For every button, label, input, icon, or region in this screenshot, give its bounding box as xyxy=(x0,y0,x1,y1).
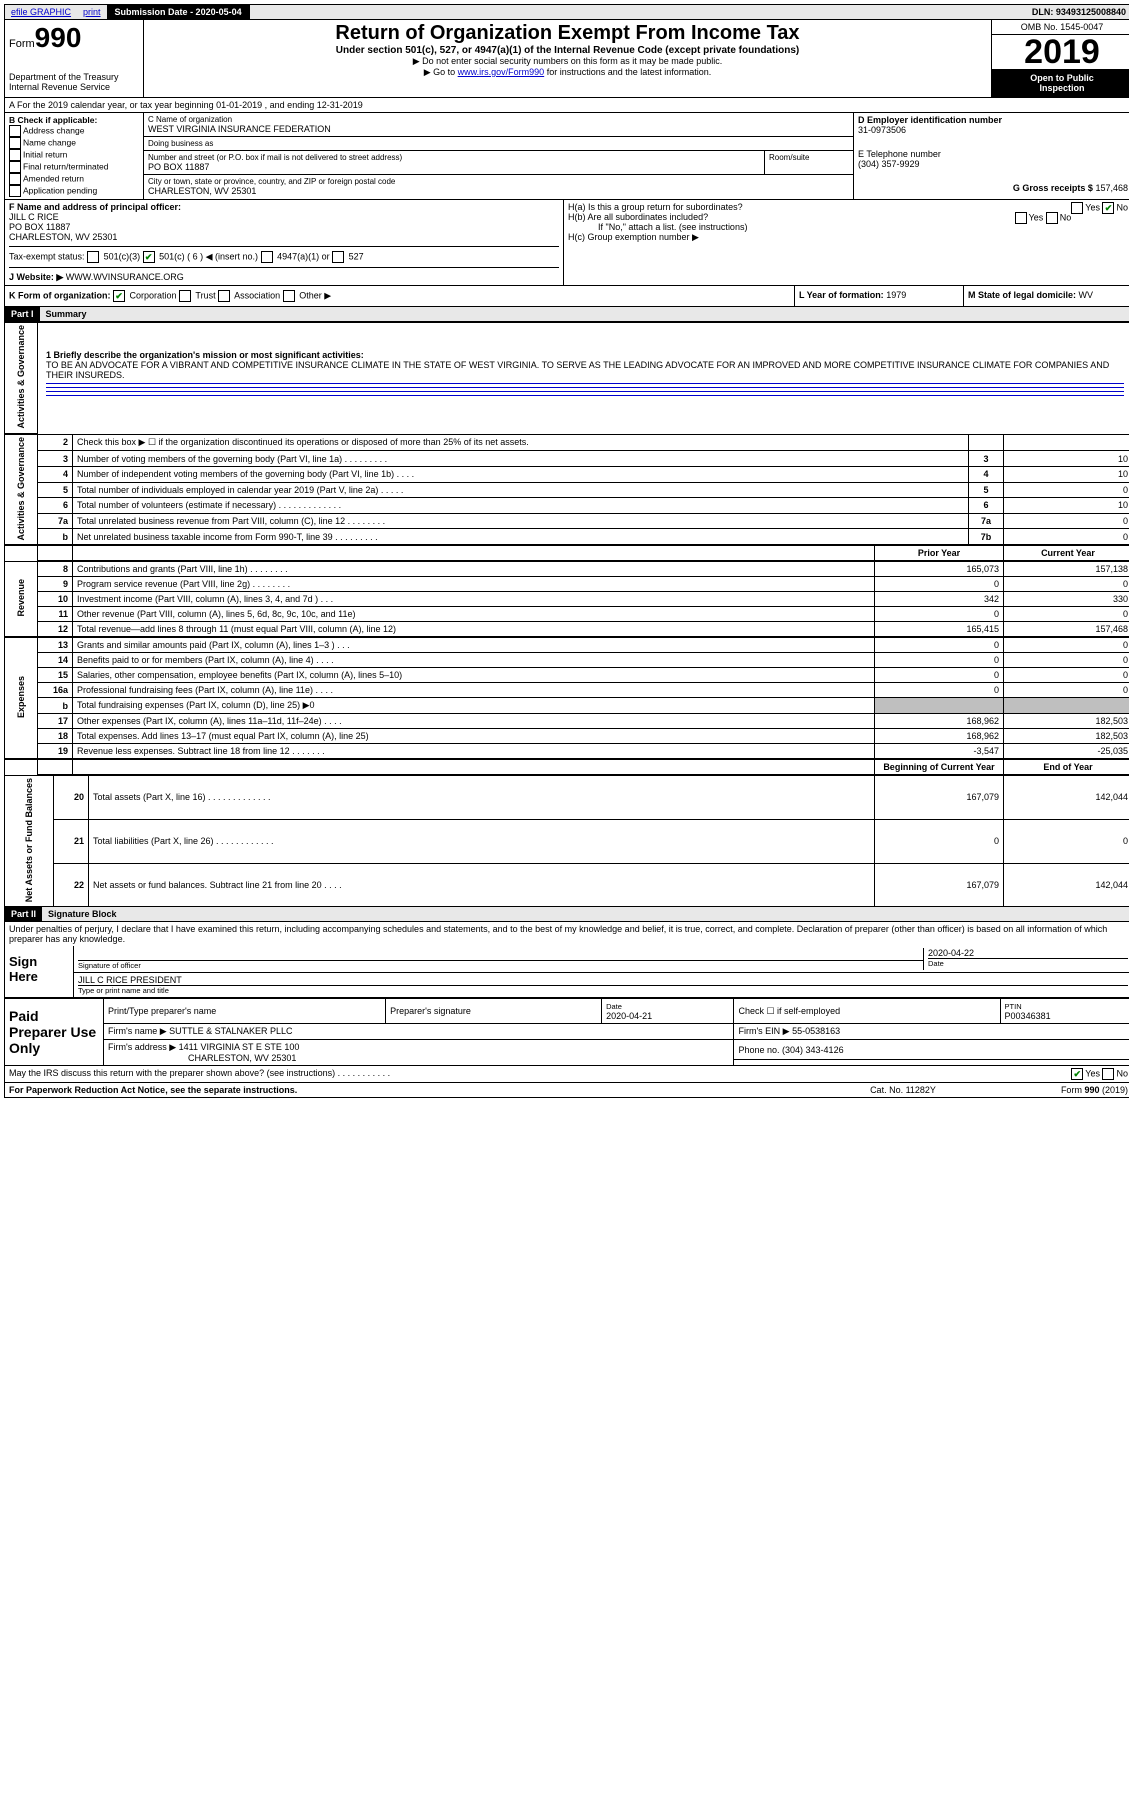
cb-corp[interactable]: ✔ xyxy=(113,290,125,302)
cb-hb-no[interactable] xyxy=(1046,212,1058,224)
page-footer: For Paperwork Reduction Act Notice, see … xyxy=(4,1083,1129,1098)
signature-block: Under penalties of perjury, I declare th… xyxy=(4,922,1129,998)
cb-hb-yes[interactable] xyxy=(1015,212,1027,224)
firm-addr2: CHARLESTON, WV 25301 xyxy=(108,1053,296,1063)
officer-name: JILL C RICE xyxy=(9,212,559,222)
form-subtitle: Under section 501(c), 527, or 4947(a)(1)… xyxy=(148,45,987,56)
section-b: B Check if applicable: Address change Na… xyxy=(5,113,144,199)
cb-name-change[interactable] xyxy=(9,137,21,149)
cb-501c[interactable]: ✔ xyxy=(143,251,155,263)
cb-discuss-yes[interactable]: ✔ xyxy=(1071,1068,1083,1080)
officer-print-name: JILL C RICE PRESIDENT xyxy=(78,975,1128,985)
revenue-lines: Revenue8Contributions and grants (Part V… xyxy=(4,561,1129,637)
net-lines: Net Assets or Fund Balances20Total asset… xyxy=(4,775,1129,907)
print-link[interactable]: print xyxy=(77,5,107,19)
sig-declaration: Under penalties of perjury, I declare th… xyxy=(5,922,1129,946)
discuss-line: May the IRS discuss this return with the… xyxy=(4,1066,1129,1083)
cb-address-change[interactable] xyxy=(9,125,21,137)
summary-table: Activities & Governance 1 Briefly descri… xyxy=(4,322,1129,434)
submission-date: Submission Date - 2020-05-04 xyxy=(107,5,250,19)
cb-app-pending[interactable] xyxy=(9,185,21,197)
section-klm: K Form of organization: ✔ Corporation Tr… xyxy=(4,286,1129,307)
expense-lines: Expenses13Grants and similar amounts pai… xyxy=(4,637,1129,759)
cb-assoc[interactable] xyxy=(218,290,230,302)
preparer-table: Paid Preparer Use Only Print/Type prepar… xyxy=(4,998,1129,1066)
cb-other[interactable] xyxy=(283,290,295,302)
website: WWW.WVINSURANCE.ORG xyxy=(66,272,184,282)
firm-addr1: 1411 VIRGINIA ST E STE 100 xyxy=(179,1042,300,1052)
cb-initial-return[interactable] xyxy=(9,149,21,161)
top-bar: efile GRAPHIC print Submission Date - 20… xyxy=(4,4,1129,20)
cb-527[interactable] xyxy=(332,251,344,263)
prep-date: 2020-04-21 xyxy=(606,1011,652,1021)
firm-ein: 55-0538163 xyxy=(792,1026,840,1036)
form-number: Form990 xyxy=(9,22,139,54)
dept-label: Department of the Treasury Internal Reve… xyxy=(9,72,139,92)
revenue-header: Prior Year Current Year xyxy=(4,545,1129,561)
open-inspection: Open to Public Inspection xyxy=(992,69,1129,97)
domicile-state: WV xyxy=(1079,290,1094,300)
paid-preparer-label: Paid Preparer Use Only xyxy=(5,999,104,1066)
warn-link: ▶ Go to www.irs.gov/Form990 for instruct… xyxy=(148,67,987,78)
section-c: C Name of organization WEST VIRGINIA INS… xyxy=(144,113,854,199)
section-bcdeg: B Check if applicable: Address change Na… xyxy=(4,113,1129,200)
section-fh: F Name and address of principal officer:… xyxy=(4,200,1129,286)
efile-link[interactable]: efile GRAPHIC xyxy=(5,5,77,19)
year-formation: 1979 xyxy=(886,290,906,300)
ein: 31-0973506 xyxy=(858,125,1128,135)
gross-receipts: 157,468 xyxy=(1095,183,1128,193)
part2-header: Part IISignature Block xyxy=(4,907,1129,922)
side-governance: Activities & Governance xyxy=(16,325,26,429)
city-state-zip: CHARLESTON, WV 25301 xyxy=(148,186,849,196)
cb-final-return[interactable] xyxy=(9,161,21,173)
street-address: PO BOX 11887 xyxy=(148,162,760,172)
ptin: P00346381 xyxy=(1005,1011,1051,1021)
form-header: Form990 Department of the Treasury Inter… xyxy=(4,20,1129,98)
cb-amended[interactable] xyxy=(9,173,21,185)
tax-year: 2019 xyxy=(992,35,1129,69)
form-title: Return of Organization Exempt From Incom… xyxy=(148,22,987,45)
dln: DLN: 93493125008840 xyxy=(1026,5,1129,19)
part1-header: Part ISummary xyxy=(4,307,1129,322)
sig-date: 2020-04-22 xyxy=(928,948,1128,958)
governance-lines: Activities & Governance2Check this box ▶… xyxy=(4,434,1129,546)
section-deg: D Employer identification number 31-0973… xyxy=(854,113,1129,199)
org-name: WEST VIRGINIA INSURANCE FEDERATION xyxy=(148,124,849,134)
firm-name: SUTTLE & STALNAKER PLLC xyxy=(169,1026,292,1036)
irs-link[interactable]: www.irs.gov/Form990 xyxy=(458,67,545,77)
sign-here-label: Sign Here xyxy=(5,946,74,997)
net-header: Beginning of Current Year End of Year xyxy=(4,759,1129,775)
cb-501c3[interactable] xyxy=(87,251,99,263)
firm-phone: (304) 343-4126 xyxy=(782,1045,844,1055)
line-a: A For the 2019 calendar year, or tax yea… xyxy=(4,98,1129,113)
cb-ha-no[interactable]: ✔ xyxy=(1102,202,1114,214)
cb-4947[interactable] xyxy=(261,251,273,263)
cb-discuss-no[interactable] xyxy=(1102,1068,1114,1080)
mission-text: TO BE AN ADVOCATE FOR A VIBRANT AND COMP… xyxy=(46,360,1109,380)
cb-trust[interactable] xyxy=(179,290,191,302)
cb-ha-yes[interactable] xyxy=(1071,202,1083,214)
warn-ssn: ▶ Do not enter social security numbers o… xyxy=(148,56,987,67)
telephone: (304) 357-9929 xyxy=(858,159,1128,169)
